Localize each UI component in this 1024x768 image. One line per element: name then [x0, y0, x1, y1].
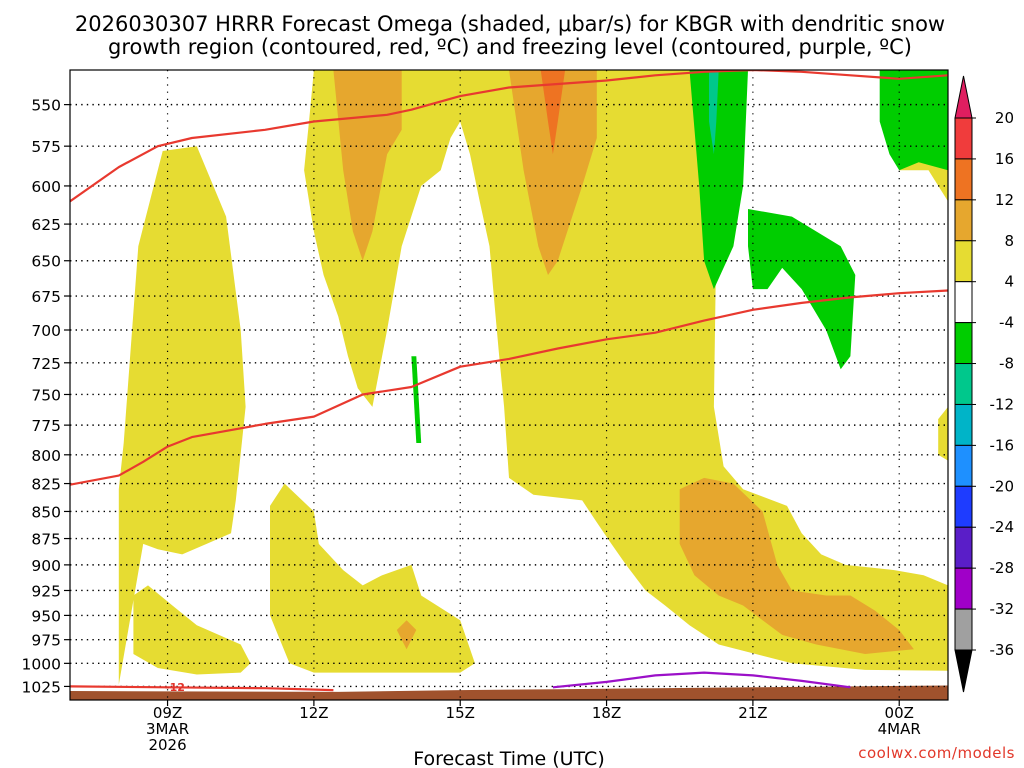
y-tick-label-1: 575 [31, 138, 61, 156]
colorbar-swatch-6 [954, 363, 973, 405]
colorbar-label-6: -8 [999, 355, 1014, 373]
colorbar-swatch-7 [954, 403, 973, 446]
omega-region-0-2 [270, 483, 475, 673]
y-tick-label-17: 975 [31, 632, 61, 650]
y-axis: 550 575 600 625 650 675 700 725 750 775 800 825 850 8… [22, 97, 70, 696]
x-tick-label-5-1: 4MAR [878, 720, 921, 738]
x-tick-label-0-1: 3MAR [146, 720, 189, 738]
contour-label-minus-12: -12 [165, 681, 185, 694]
colorbar-swatch-0 [954, 117, 973, 160]
colorbar-label-4: 4 [1004, 273, 1014, 291]
y-tick-label-11: 825 [31, 476, 61, 494]
colorbar-swatch-3 [954, 240, 973, 283]
omega-region-1-1 [509, 70, 597, 275]
colorbar-label-5: -4 [999, 314, 1014, 332]
omega-region-3-2 [879, 70, 948, 171]
colorbar-label-10: -24 [990, 518, 1015, 536]
y-tick-label-13: 875 [31, 531, 61, 549]
colorbar-swatch-1 [954, 158, 973, 201]
contour-line-0 [70, 70, 948, 203]
omega-region-0-1 [133, 585, 251, 675]
y-tick-label-14: 900 [31, 557, 61, 575]
colorbar-label-3: 8 [1004, 232, 1014, 250]
contour-line-2 [70, 685, 334, 692]
omega-region-1-3 [396, 620, 417, 650]
colorbar-swatch-12 [954, 608, 973, 651]
y-tick-label-2: 600 [31, 178, 61, 196]
colorbar-label-8: -16 [990, 436, 1015, 454]
y-tick-label-10: 800 [31, 447, 61, 465]
colorbar-swatch-4 [954, 281, 973, 324]
colorbar-label-7: -12 [990, 395, 1015, 413]
y-tick-label-3: 625 [31, 216, 61, 234]
omega-region-0-5 [938, 406, 948, 461]
y-tick-label-8: 750 [31, 386, 61, 404]
omega-region-4-0 [709, 70, 719, 155]
y-tick-label-6: 700 [31, 322, 61, 340]
y-tick-label-15: 925 [31, 582, 61, 600]
colorbar-label-9: -20 [990, 477, 1015, 495]
x-tick-label-4-0: 21Z [738, 704, 767, 722]
omega-region-3-3 [411, 356, 422, 443]
grid [70, 70, 948, 700]
x-tick-label-0-2: 2026 [148, 736, 186, 754]
y-tick-label-19: 1025 [22, 678, 61, 696]
credit-text: coolwx.com/models [858, 744, 1015, 762]
colorbar-label-0: 20 [995, 109, 1014, 127]
colorbar-swatch-5 [954, 322, 973, 365]
y-tick-label-4: 650 [31, 253, 61, 271]
x-axis-label: Forecast Time (UTC) [413, 748, 604, 768]
colorbar-bottom-arrow [954, 649, 973, 693]
omega-region-3-0 [689, 70, 748, 290]
contours [70, 70, 948, 692]
colorbar: 20 16 12 8 4 -4 -8 -12 -16 -20 -24 -28 -32 -36 [954, 75, 1015, 693]
y-tick-label-0: 550 [31, 97, 61, 115]
contour-line-3 [552, 671, 851, 689]
y-tick-label-16: 950 [31, 607, 61, 625]
colorbar-swatch-11 [954, 567, 973, 610]
omega-region-0-0 [118, 146, 246, 685]
y-tick-label-18: 1000 [22, 655, 61, 673]
omega-region-2-0 [540, 70, 566, 155]
x-tick-label-0-0: 09Z [153, 704, 182, 722]
colorbar-label-12: -32 [990, 600, 1015, 618]
omega-region-1-2 [679, 477, 914, 654]
colorbar-label-11: -28 [990, 559, 1015, 577]
x-tick-label-5-0: 00Z [885, 704, 914, 722]
colorbar-swatch-10 [954, 526, 973, 569]
colorbar-swatch-9 [954, 485, 973, 528]
colorbar-swatch-2 [954, 199, 973, 242]
y-tick-label-9: 775 [31, 417, 61, 435]
colorbar-swatch-8 [954, 444, 973, 487]
x-tick-label-3-0: 18Z [592, 704, 621, 722]
y-tick-label-7: 725 [31, 355, 61, 373]
contour-line-1 [70, 289, 948, 486]
x-tick-label-2-0: 15Z [446, 704, 475, 722]
colorbar-top-arrow [954, 75, 973, 119]
colorbar-label-1: 16 [995, 150, 1014, 168]
colorbar-label-2: 12 [995, 191, 1014, 209]
y-tick-label-12: 850 [31, 503, 61, 521]
colorbar-label-13: -36 [990, 641, 1015, 659]
y-tick-label-5: 675 [31, 288, 61, 306]
ground-surface [70, 685, 948, 700]
chart-title-line-2: growth region (contoured, red, ºC) and f… [108, 35, 912, 59]
omega-region-0-3 [304, 70, 948, 671]
omega-region-3-1 [748, 209, 856, 370]
plot-frame [69, 69, 949, 701]
x-tick-label-1-0: 12Z [299, 704, 328, 722]
chart-title-line-1: 2026030307 HRRR Forecast Omega (shaded, … [75, 12, 945, 36]
